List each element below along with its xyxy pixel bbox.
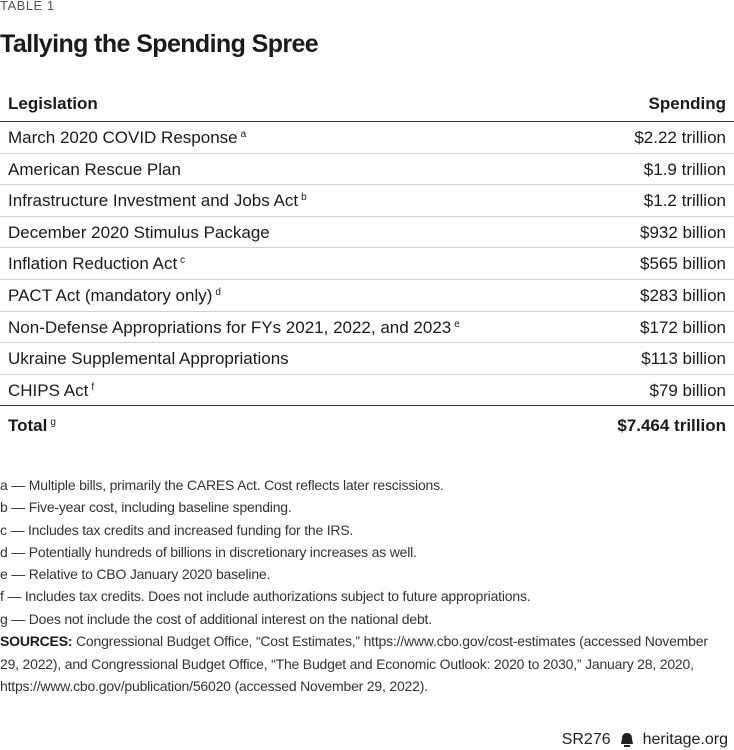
spending: $113 billion	[641, 349, 726, 369]
table-row: Total g $7.464 trillion	[0, 406, 734, 448]
column-header: Spending	[648, 94, 726, 113]
sources-text: Congressional Budget Office, “Cost Estim…	[0, 633, 708, 694]
note: f — Includes tax credits. Does not inclu…	[0, 588, 531, 605]
spending: $172 billion	[639, 317, 726, 337]
title: Tallying the Spending Spree	[0, 30, 319, 58]
spending: $283 billion	[639, 285, 726, 305]
note: c — Includes tax credits and increased f…	[0, 521, 354, 538]
note-marker: c	[180, 255, 186, 267]
note-marker: a	[240, 129, 247, 140]
spending: $1.9 trillion	[643, 159, 726, 179]
table: Legislation Spending March 2020 COVID Re…	[0, 86, 734, 448]
spending: $565 billion	[639, 254, 726, 274]
bell-icon	[620, 733, 633, 747]
legislation: Infrastructure Investment and Jobs Act b	[8, 191, 307, 211]
note-marker: d	[215, 286, 221, 298]
note: b — Five-year cost, including baseline s…	[0, 499, 292, 516]
legislation-name: December 2020 Stimulus Package	[8, 222, 270, 242]
spending: $2.22 trillion	[634, 128, 726, 147]
note: e — Relative to CBO January 2020 baselin…	[0, 566, 271, 583]
note: d — Potentially hundreds of billions in …	[0, 543, 417, 560]
legislation-name: Non-Defense Appropriations for FYs 2021,…	[8, 317, 452, 337]
legislation: CHIPS Act f	[8, 381, 94, 401]
table-row: March 2020 COVID Response a $2.22 trillion	[0, 122, 734, 154]
legislation-name: March 2020 COVID Response	[8, 128, 238, 147]
site: heritage.org	[642, 731, 728, 748]
header-row: Legislation Spending	[0, 86, 734, 122]
legislation: Non-Defense Appropriations for FYs 2021,…	[8, 318, 460, 338]
legislation: PACT Act (mandatory only) d	[8, 286, 221, 306]
note-marker: e	[454, 318, 460, 330]
legislation-name: PACT Act (mandatory only)	[8, 285, 213, 305]
legislation: American Rescue Plan	[8, 160, 181, 180]
spending: $7.464 trillion	[617, 416, 726, 436]
table-label: TABLE 1	[0, 0, 55, 13]
legislation: March 2020 COVID Response a	[8, 128, 246, 148]
legislation-name: Ukraine Supplemental Appropriations	[8, 349, 289, 369]
note-marker: f	[91, 381, 95, 393]
sources: SOURCES: Congressional Budget Office, “C…	[0, 630, 730, 698]
notes: a — Multiple bills, primarily the CARES …	[0, 474, 730, 630]
table-row: Non-Defense Appropriations for FYs 2021,…	[0, 312, 734, 344]
legislation: Ukraine Supplemental Appropriations	[8, 349, 289, 369]
legislation: Total g	[8, 416, 56, 436]
note: g — Does not include the cost of additio…	[0, 610, 432, 627]
table-row: Infrastructure Investment and Jobs Act b $…	[0, 185, 734, 217]
spending: $932 billion	[639, 222, 726, 242]
table-row: Ukraine Supplemental Appropriations $113 …	[0, 343, 734, 375]
table-row: Inflation Reduction Act c $565 billion	[0, 248, 734, 280]
note-marker: g	[50, 417, 56, 429]
column-header: Legislation	[8, 94, 98, 113]
note: a — Multiple bills, primarily the CARES …	[0, 477, 444, 493]
table-row: American Rescue Plan $1.9 trillion	[0, 154, 734, 186]
table-row: December 2020 Stimulus Package $932 billi…	[0, 217, 734, 249]
legislation: Inflation Reduction Act c	[8, 254, 185, 274]
note-marker: b	[301, 192, 307, 204]
legislation-name: CHIPS Act	[8, 380, 89, 400]
report-code: SR276	[561, 731, 611, 748]
table-row: PACT Act (mandatory only) d $283 billion	[0, 280, 734, 312]
legislation-name: Total	[8, 416, 48, 436]
table-row: CHIPS Act f $79 billion	[0, 375, 734, 407]
legislation-name: Infrastructure Investment and Jobs Act	[8, 191, 299, 211]
spending: $79 billion	[649, 380, 726, 400]
footer: SR276 heritage.org	[562, 731, 728, 749]
legislation: December 2020 Stimulus Package	[8, 223, 270, 243]
legislation-name: Inflation Reduction Act	[8, 254, 178, 274]
legislation-name: American Rescue Plan	[8, 159, 181, 179]
spending: $1.2 trillion	[643, 191, 726, 211]
sources-label: SOURCES:	[0, 633, 73, 649]
